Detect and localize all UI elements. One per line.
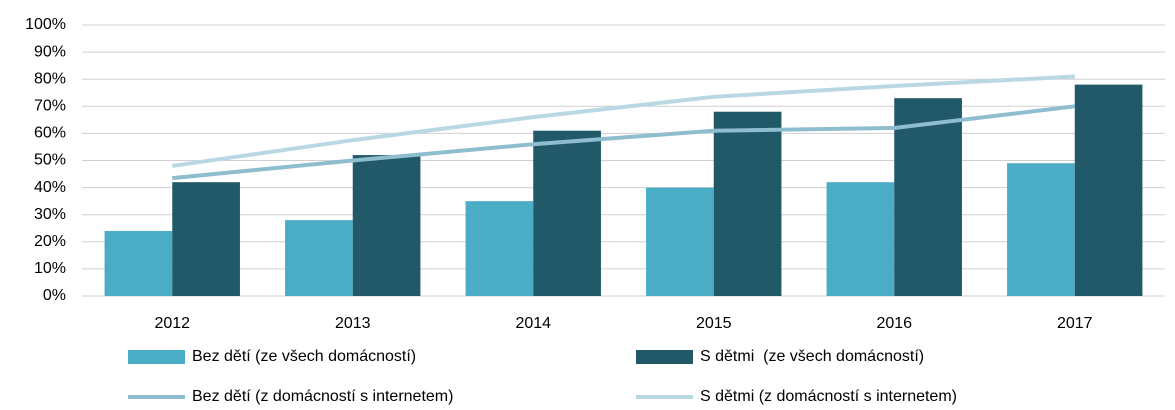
line [172,104,1075,181]
y-tick-label: 10% [34,260,66,277]
y-tick-label: 0% [43,287,66,304]
bar [646,187,714,296]
x-tick-label: 2015 [696,315,732,332]
x-tick-label: 2014 [515,315,551,332]
y-tick-label: 90% [34,43,66,60]
y-tick-label: 30% [34,206,66,223]
y-tick-label: 70% [34,98,66,115]
y-tick-label: 40% [34,179,66,196]
bar [1074,84,1143,297]
x-tick-label: 2017 [1057,315,1093,332]
bar [285,220,353,296]
legend-label: Bez dětí (z domácností s internetem) [192,388,453,405]
bar [826,182,895,296]
legend-swatch [128,350,185,364]
bar [533,130,601,296]
y-tick-label: 20% [34,233,66,250]
x-tick-label: 2013 [335,315,371,332]
legend-swatch [636,350,693,364]
line [171,74,1075,168]
x-tick-label: 2016 [876,315,912,332]
y-tick-label: 100% [25,16,66,33]
y-tick-label: 60% [34,125,66,142]
x-tick-label: 2012 [154,315,190,332]
bar [1007,163,1075,296]
bar [713,111,782,296]
y-tick-label: 50% [34,152,66,169]
legend-label: Bez dětí (ze všech domácností) [192,348,416,365]
bar [352,155,421,296]
bar [894,98,962,296]
legend-label: S dětmi (z domácností s internetem) [700,388,957,405]
y-tick-label: 80% [34,70,66,87]
legend-label: S dětmi (ze všech domácností) [700,348,924,365]
bar [465,201,534,296]
bar [104,230,173,296]
bar [172,182,240,296]
